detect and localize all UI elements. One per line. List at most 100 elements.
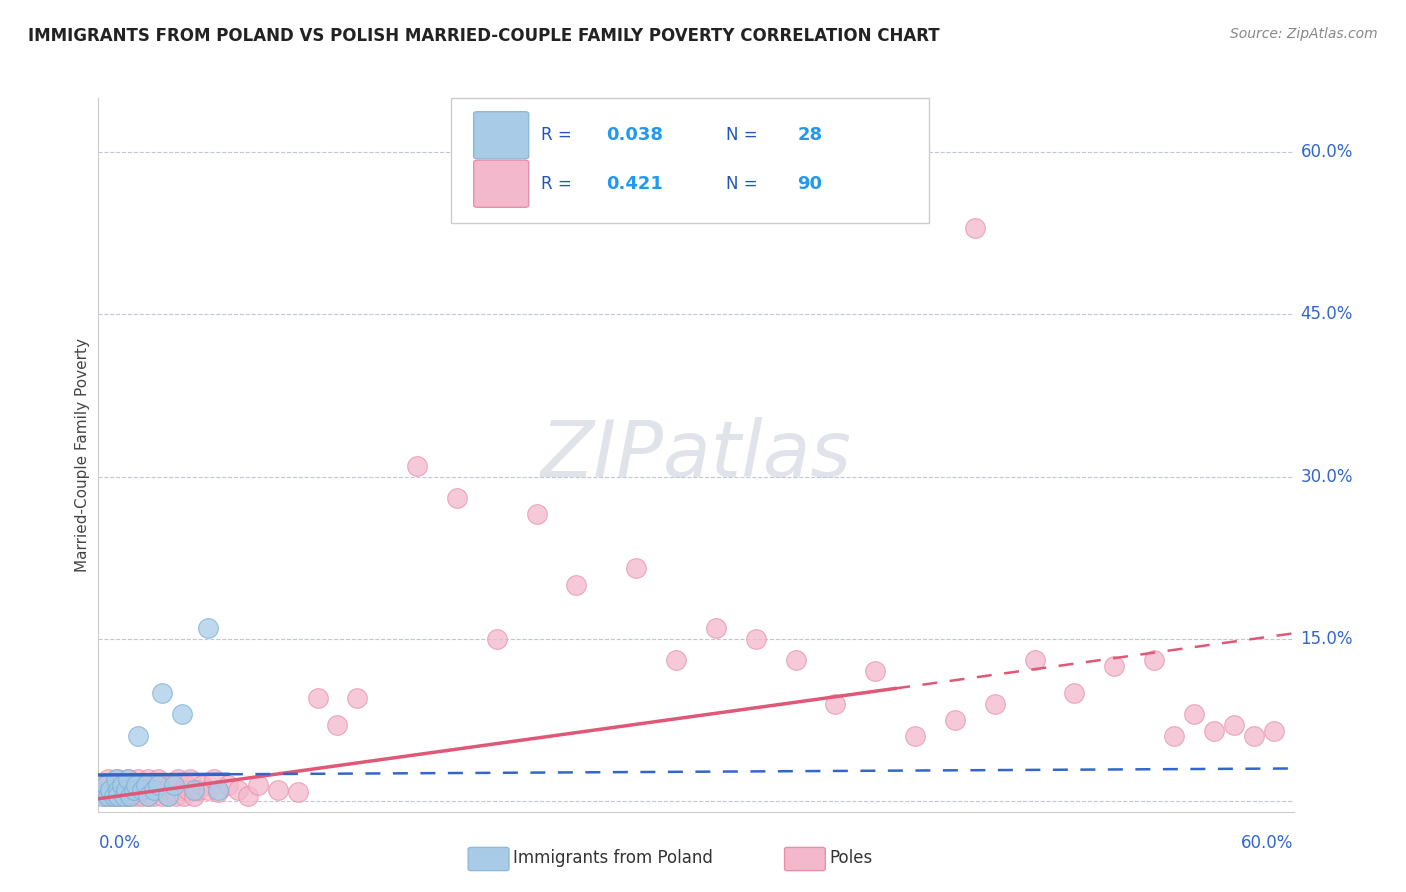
Point	[307, 691, 329, 706]
Point	[103, 778, 125, 792]
Point	[745, 632, 768, 646]
Point	[246, 778, 269, 792]
Point	[131, 778, 153, 792]
Point	[117, 772, 139, 787]
Point	[155, 783, 177, 797]
Point	[1102, 658, 1125, 673]
Point	[863, 664, 886, 678]
Point	[127, 783, 149, 797]
Point	[267, 783, 290, 797]
Text: Immigrants from Poland: Immigrants from Poland	[513, 849, 713, 867]
Point	[1024, 653, 1046, 667]
Text: 60.0%: 60.0%	[1241, 834, 1294, 852]
Point	[115, 789, 138, 803]
Point	[131, 783, 153, 797]
Point	[1222, 718, 1246, 732]
FancyBboxPatch shape	[451, 98, 929, 223]
Point	[167, 772, 190, 787]
Point	[121, 778, 143, 792]
Point	[526, 508, 548, 522]
Point	[96, 789, 118, 803]
Point	[1143, 653, 1166, 667]
Point	[107, 789, 129, 803]
Point	[112, 778, 135, 792]
Point	[159, 778, 181, 792]
Point	[124, 783, 146, 797]
Point	[207, 785, 229, 799]
Point	[136, 772, 159, 787]
Point	[103, 789, 125, 803]
Point	[107, 783, 129, 797]
Text: 15.0%: 15.0%	[1301, 630, 1353, 648]
Point	[217, 778, 239, 792]
Point	[150, 686, 173, 700]
Text: 0.421: 0.421	[606, 175, 664, 193]
Point	[173, 789, 195, 803]
Point	[124, 783, 146, 797]
Point	[143, 789, 166, 803]
Point	[943, 713, 966, 727]
Point	[125, 789, 148, 803]
Point	[172, 783, 194, 797]
Text: Poles: Poles	[830, 849, 873, 867]
Text: 45.0%: 45.0%	[1301, 305, 1353, 324]
Point	[111, 783, 134, 797]
Point	[148, 772, 170, 787]
Point	[117, 772, 139, 787]
Text: R =: R =	[540, 127, 576, 145]
FancyBboxPatch shape	[474, 161, 529, 207]
Point	[127, 729, 149, 743]
Point	[179, 772, 201, 787]
Point	[148, 783, 170, 797]
Text: 28: 28	[797, 127, 823, 145]
Point	[824, 697, 846, 711]
Point	[197, 783, 219, 797]
Text: 0.0%: 0.0%	[98, 834, 141, 852]
Point	[172, 707, 194, 722]
Point	[904, 729, 927, 743]
Point	[163, 783, 186, 797]
Text: 60.0%: 60.0%	[1301, 144, 1353, 161]
Point	[624, 561, 647, 575]
Text: IMMIGRANTS FROM POLAND VS POLISH MARRIED-COUPLE FAMILY POVERTY CORRELATION CHART: IMMIGRANTS FROM POLAND VS POLISH MARRIED…	[28, 27, 939, 45]
Point	[101, 789, 124, 803]
Point	[1263, 723, 1285, 738]
Point	[135, 778, 157, 792]
Point	[1243, 729, 1265, 743]
Point	[183, 783, 205, 797]
Point	[174, 778, 197, 792]
Point	[665, 653, 688, 667]
Point	[139, 783, 162, 797]
Point	[125, 778, 148, 792]
Y-axis label: Married-Couple Family Poverty: Married-Couple Family Poverty	[75, 338, 90, 572]
Point	[177, 783, 200, 797]
Point	[785, 653, 807, 667]
Point	[107, 783, 129, 797]
Text: ZIPatlas: ZIPatlas	[540, 417, 852, 493]
Point	[704, 621, 727, 635]
Point	[131, 789, 153, 803]
Point	[91, 785, 114, 799]
Point	[191, 778, 214, 792]
Point	[1202, 723, 1225, 738]
Point	[110, 789, 132, 803]
Point	[157, 789, 180, 803]
Point	[98, 783, 122, 797]
Point	[983, 697, 1005, 711]
Point	[236, 789, 259, 803]
Point	[226, 783, 249, 797]
Point	[202, 772, 225, 787]
Point	[91, 789, 114, 803]
Text: 30.0%: 30.0%	[1301, 467, 1353, 485]
Point	[157, 789, 180, 803]
Point	[98, 783, 122, 797]
Point	[93, 778, 115, 792]
Point	[143, 778, 166, 792]
Text: N =: N =	[725, 175, 762, 193]
Point	[163, 778, 186, 792]
Point	[150, 789, 173, 803]
Point	[446, 491, 468, 505]
Point	[1063, 686, 1085, 700]
Point	[105, 789, 128, 803]
Point	[187, 783, 209, 797]
